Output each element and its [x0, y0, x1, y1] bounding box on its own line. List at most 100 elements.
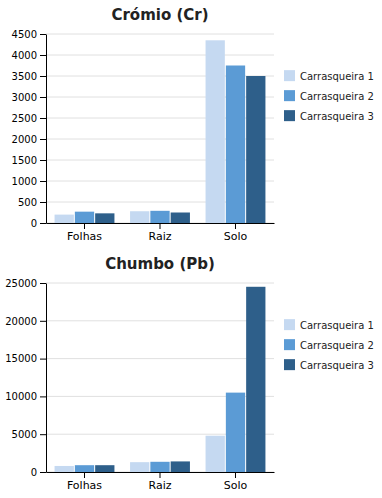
grid-line: [46, 283, 274, 284]
bar: [55, 466, 74, 472]
bars: [55, 287, 266, 472]
grid-line: [46, 320, 274, 321]
legend-item: Carrasqueira 1: [284, 319, 374, 331]
panel: Folhas Raiz Solo 0 500 1000 1500 2000 2500 3000 35…: [12, 6, 374, 243]
x-tick: Solo: [224, 472, 248, 492]
x-tick: Raiz: [149, 472, 172, 492]
chart-root: Folhas Raiz Solo 0 500 1000 1500 2000 2500 3000 35…: [0, 0, 382, 498]
grid-line: [46, 34, 274, 35]
y-tick-mark: [40, 202, 46, 203]
y-tick-label: 1000: [12, 176, 37, 187]
y-tick-mark: [40, 321, 46, 322]
y-tick: 1000: [12, 176, 46, 187]
y-tick-mark: [40, 139, 46, 140]
x-tick-mark: [160, 223, 161, 229]
plot-area: Folhas Raiz Solo 0 500 1000 1500 2000 2500 3000 35…: [12, 29, 275, 243]
x-tick: Folhas: [67, 223, 102, 243]
legend-swatch: [284, 90, 295, 101]
y-tick-mark: [40, 160, 46, 161]
bar: [171, 461, 190, 472]
y-tick-mark: [40, 181, 46, 182]
y-tick-mark: [40, 223, 46, 224]
y-tick: 3000: [12, 92, 46, 103]
legend-label: Carrasqueira 2: [300, 91, 374, 102]
grid: [46, 34, 274, 223]
y-tick: 3500: [12, 71, 46, 82]
y-tick-label: 3500: [12, 71, 37, 82]
x-axis: Folhas Raiz Solo: [47, 223, 275, 243]
x-tick: Folhas: [67, 472, 102, 492]
y-tick: 20000: [5, 316, 46, 327]
y-tick-label: 2500: [12, 113, 37, 124]
grid-line: [46, 358, 274, 359]
bar-series: [95, 287, 265, 472]
y-tick: 0: [31, 218, 46, 229]
bar: [150, 462, 169, 472]
bar: [130, 211, 149, 223]
x-tick: Raiz: [149, 223, 172, 243]
y-tick-mark: [40, 472, 46, 473]
legend: Carrasqueira 1 Carrasqueira 2 Carrasqueira…: [284, 70, 374, 122]
y-tick-label: 20000: [5, 316, 37, 327]
y-tick-label: 10000: [5, 391, 37, 402]
y-tick-mark: [40, 359, 46, 360]
y-tick: 2500: [12, 113, 46, 124]
bar-series: [95, 76, 265, 223]
y-axis-line: [46, 35, 47, 224]
x-tick-label: Solo: [224, 230, 248, 243]
legend-item: Carrasqueira 1: [284, 70, 374, 82]
y-tick-label: 2000: [12, 134, 37, 145]
y-axis: 050010001500200025003000350040004500: [12, 29, 47, 229]
legend-swatch: [284, 359, 295, 370]
y-axis-line: [46, 284, 47, 473]
legend-item: Carrasqueira 2: [284, 339, 374, 351]
bar-series: [55, 40, 225, 223]
bar: [246, 76, 265, 223]
legend-label: Carrasqueira 3: [300, 360, 374, 371]
y-tick: 1500: [12, 155, 46, 166]
y-tick-mark: [40, 34, 46, 35]
legend-item: Carrasqueira 2: [284, 90, 374, 102]
y-tick-mark: [40, 97, 46, 98]
bar: [206, 436, 225, 472]
legend-swatch: [284, 319, 295, 330]
x-tick-label: Raiz: [149, 479, 172, 492]
x-tick-label: Solo: [224, 479, 248, 492]
x-tick-label: Folhas: [67, 230, 102, 243]
grid: [46, 283, 274, 472]
y-tick-mark: [40, 118, 46, 119]
y-tick: 4500: [12, 29, 46, 40]
y-tick: 10000: [5, 391, 46, 402]
y-tick: 500: [18, 197, 46, 208]
bar-series: [55, 436, 225, 472]
bars: [55, 40, 266, 223]
y-tick: 25000: [5, 278, 46, 289]
legend-item: Carrasqueira 3: [284, 110, 374, 122]
x-axis: Folhas Raiz Solo: [47, 472, 275, 492]
bar: [95, 465, 114, 472]
x-tick-label: Folhas: [67, 479, 102, 492]
y-tick-label: 4500: [12, 29, 37, 40]
y-tick: 15000: [5, 353, 46, 364]
y-tick-mark: [40, 76, 46, 77]
y-tick-label: 1500: [12, 155, 37, 166]
bar: [130, 462, 149, 472]
y-tick-mark: [40, 55, 46, 56]
bar: [75, 212, 94, 223]
panel: FolhasRaizSolo0500010000150002000025000C…: [5, 255, 374, 492]
bar: [171, 213, 190, 224]
legend-label: Carrasqueira 2: [300, 340, 374, 351]
bar-series: [75, 66, 245, 224]
x-tick-mark: [235, 223, 236, 229]
legend-label: Carrasqueira 1: [300, 71, 374, 82]
y-tick-mark: [40, 283, 46, 284]
bar: [150, 211, 169, 223]
y-tick-label: 25000: [5, 278, 37, 289]
y-tick-mark: [40, 434, 46, 435]
bar: [206, 40, 225, 223]
y-tick-mark: [40, 396, 46, 397]
y-tick: 0: [31, 467, 46, 478]
x-tick-mark: [84, 472, 85, 478]
legend-swatch: [284, 339, 295, 350]
x-tick-mark: [160, 472, 161, 478]
